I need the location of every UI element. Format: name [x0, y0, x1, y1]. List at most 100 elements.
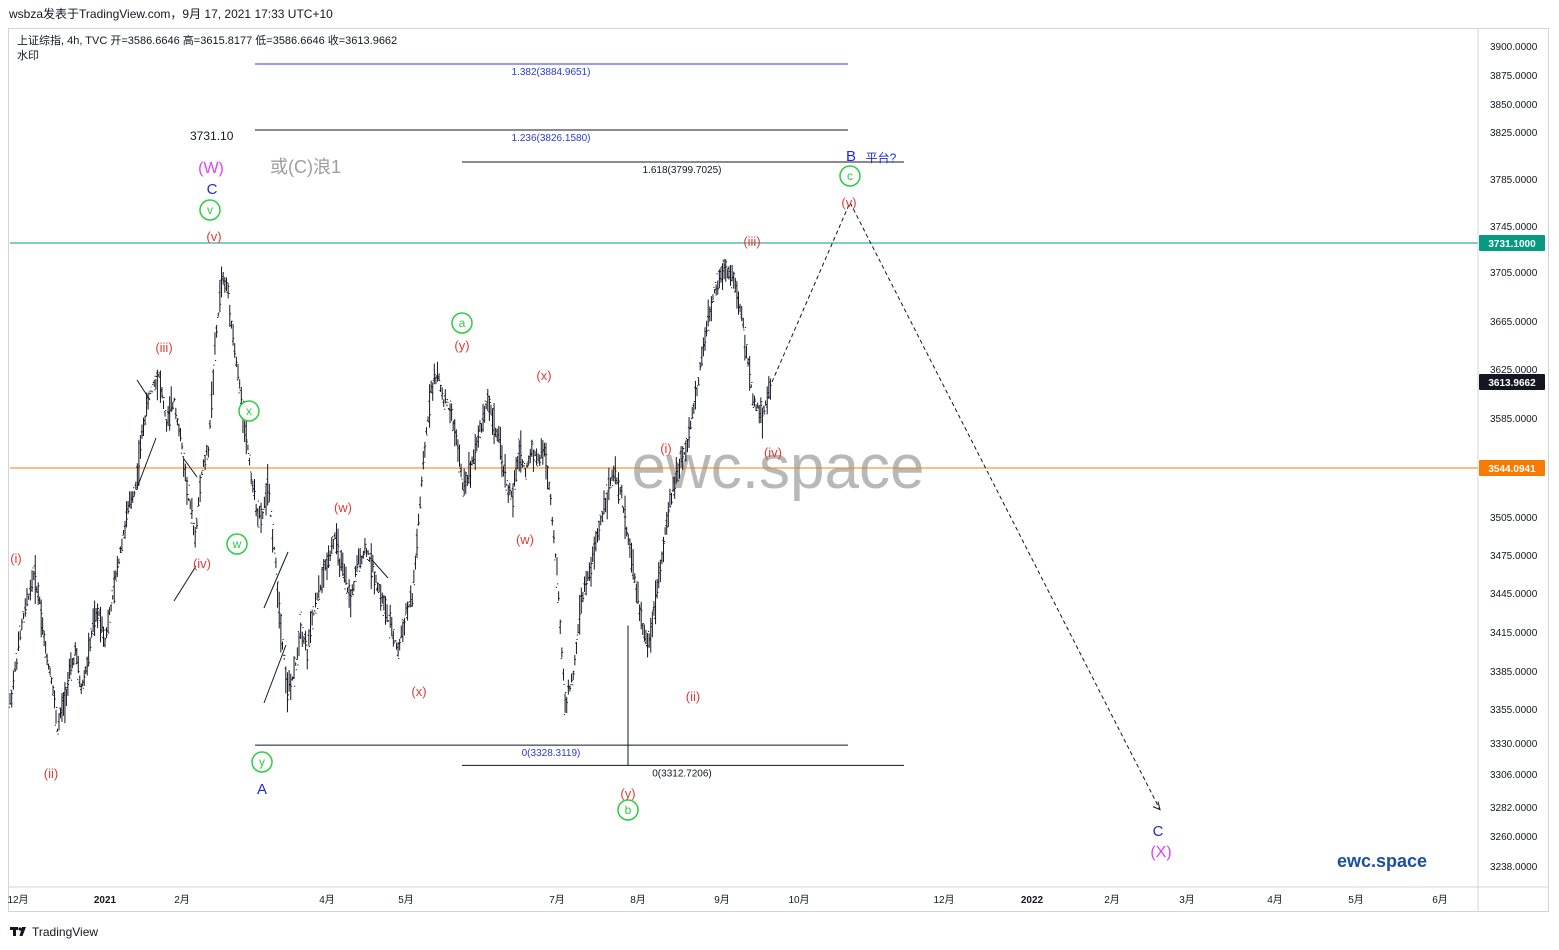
- wave-circle-w: [226, 533, 248, 555]
- y-tick-label: 3665.0000: [1490, 317, 1538, 328]
- trendline-0[interactable]: [136, 437, 157, 489]
- y-tick-label: 3875.0000: [1490, 71, 1538, 82]
- x-tick-label: 5月: [398, 894, 414, 906]
- wave-label: C: [207, 181, 218, 198]
- x-tick-label: 4月: [319, 894, 335, 906]
- wave-label: B: [846, 148, 856, 165]
- top-attribution-bar: wsbza发表于TradingView.com，9月 17, 2021 17:3…: [0, 0, 1559, 28]
- y-tick-label: 3825.0000: [1490, 128, 1538, 139]
- wave-label: (ii): [686, 689, 700, 704]
- y-tick-label: 3585.0000: [1490, 414, 1538, 425]
- wave-label: (i): [10, 551, 22, 566]
- wave-label: (iv): [193, 556, 211, 571]
- wave-label: (X): [1150, 844, 1171, 861]
- y-tick-label: 3785.0000: [1490, 175, 1538, 186]
- wave-label: (W): [198, 160, 224, 177]
- x-tick-label: 10月: [788, 894, 809, 906]
- footer-bar: [0, 912, 1559, 950]
- fib-a-level-label-1: 1.236(3826.1580): [512, 133, 591, 144]
- wave-label-b: b: [625, 803, 632, 817]
- wave-circle-v: [199, 199, 221, 221]
- y-tick-label: 3385.0000: [1490, 667, 1538, 678]
- x-tick-label: 2021: [94, 895, 117, 906]
- x-tick-label: 6月: [1432, 894, 1448, 906]
- wave-circle-y: [251, 751, 273, 773]
- price-badge-label: 3613.9662: [1488, 378, 1536, 389]
- trendline-6[interactable]: [136, 379, 151, 401]
- wave-label: (w): [516, 532, 534, 547]
- price-badge-label: 3544.0941: [1488, 464, 1536, 475]
- attribution-text: wsbza发表于TradingView.com，9月 17, 2021 17:3…: [9, 7, 333, 21]
- trendline-5[interactable]: [371, 559, 389, 579]
- wave-circle-a: [451, 312, 473, 334]
- wave-circle-x: [238, 400, 260, 422]
- y-tick-label: 3238.0000: [1490, 862, 1538, 873]
- watermark-toggle-label: 水印: [17, 50, 39, 62]
- y-tick-label: 3475.0000: [1490, 551, 1538, 562]
- wave-label-x: x: [246, 404, 252, 418]
- x-tick-label: 7月: [549, 894, 565, 906]
- trendline-4[interactable]: [263, 644, 287, 704]
- fib-b-level-label-1: 0(3312.7206): [652, 768, 712, 779]
- wave-label: (iii): [155, 340, 172, 355]
- y-tick-label: 3306.0000: [1490, 770, 1538, 781]
- price-badge-2[interactable]: [1479, 460, 1545, 476]
- wave-label-y: y: [259, 755, 265, 769]
- wave-label-a: a: [459, 316, 466, 330]
- wave-label: 平台?: [866, 150, 897, 165]
- wave-label-v: v: [207, 203, 213, 217]
- wave-label: (y): [454, 338, 469, 353]
- x-tick-label: 9月: [714, 894, 730, 906]
- y-tick-label: 3330.0000: [1490, 739, 1538, 750]
- wave-label-c: c: [847, 169, 853, 183]
- x-tick-label: 4月: [1267, 894, 1283, 906]
- symbol-ohlc-line: 上证综指, 4h, TVC 开=3586.6646 高=3615.8177 低=…: [17, 35, 398, 47]
- trendline-2[interactable]: [183, 458, 198, 478]
- wave-label: (x): [411, 684, 426, 699]
- chart-frame[interactable]: [8, 28, 1549, 912]
- y-tick-label: 3260.0000: [1490, 832, 1538, 843]
- y-tick-label: 3505.0000: [1490, 513, 1538, 524]
- y-tick-label: 3445.0000: [1490, 589, 1538, 600]
- tradingview-logo-text: TradingView: [32, 925, 99, 939]
- wave-label: (y): [620, 786, 635, 801]
- wave-circle-b: [617, 799, 639, 821]
- y-tick-label: 3415.0000: [1490, 628, 1538, 639]
- wave-label: (iii): [743, 234, 760, 249]
- wave-label: (i): [660, 441, 672, 456]
- wave-label: 或(C)浪1: [270, 157, 341, 177]
- y-tick-label: 3625.0000: [1490, 365, 1538, 376]
- price-badge-1[interactable]: [1479, 374, 1545, 390]
- brand-text: ewc.space: [1337, 851, 1427, 871]
- trendline-3[interactable]: [263, 551, 289, 609]
- wave-label: (v): [206, 229, 221, 244]
- wave-label: (ii): [44, 766, 58, 781]
- wave-label: A: [257, 781, 267, 798]
- tradingview-logo[interactable]: TradingView: [10, 925, 98, 939]
- x-tick-label: 2月: [174, 894, 190, 906]
- y-tick-label: 3850.0000: [1490, 100, 1538, 111]
- x-tick-label: 5月: [1348, 894, 1364, 906]
- price-badge-label: 3731.1000: [1488, 239, 1536, 250]
- wave-label: (x): [536, 368, 551, 383]
- trendline-1[interactable]: [173, 565, 197, 602]
- x-tick-label: 12月: [933, 894, 954, 906]
- y-tick-label: 3355.0000: [1490, 705, 1538, 716]
- fib-a-level-label-2: 0(3328.3119): [522, 748, 581, 759]
- x-tick-label: 12月: [7, 894, 28, 906]
- chart-legend: 上证综指, 4h, TVC 开=3586.6646 高=3615.8177 低=…: [17, 34, 397, 64]
- y-tick-label: 3705.0000: [1490, 268, 1538, 279]
- wave-label-w: w: [232, 537, 242, 551]
- tradingview-logo-icon: [10, 927, 26, 936]
- wave-circle-c: [839, 165, 861, 187]
- projection-path[interactable]: [771, 201, 1161, 810]
- fib-a-level-label-0: 1.382(3884.9651): [512, 67, 591, 78]
- wave-label: (v): [841, 195, 856, 210]
- wave-label: (iv): [764, 445, 782, 460]
- wave-label: (w): [334, 500, 352, 515]
- x-tick-label: 2月: [1104, 894, 1120, 906]
- price-badge-0[interactable]: [1479, 235, 1545, 251]
- fib-b-level-label-0: 1.618(3799.7025): [643, 165, 722, 176]
- wave-label: C: [1153, 823, 1164, 840]
